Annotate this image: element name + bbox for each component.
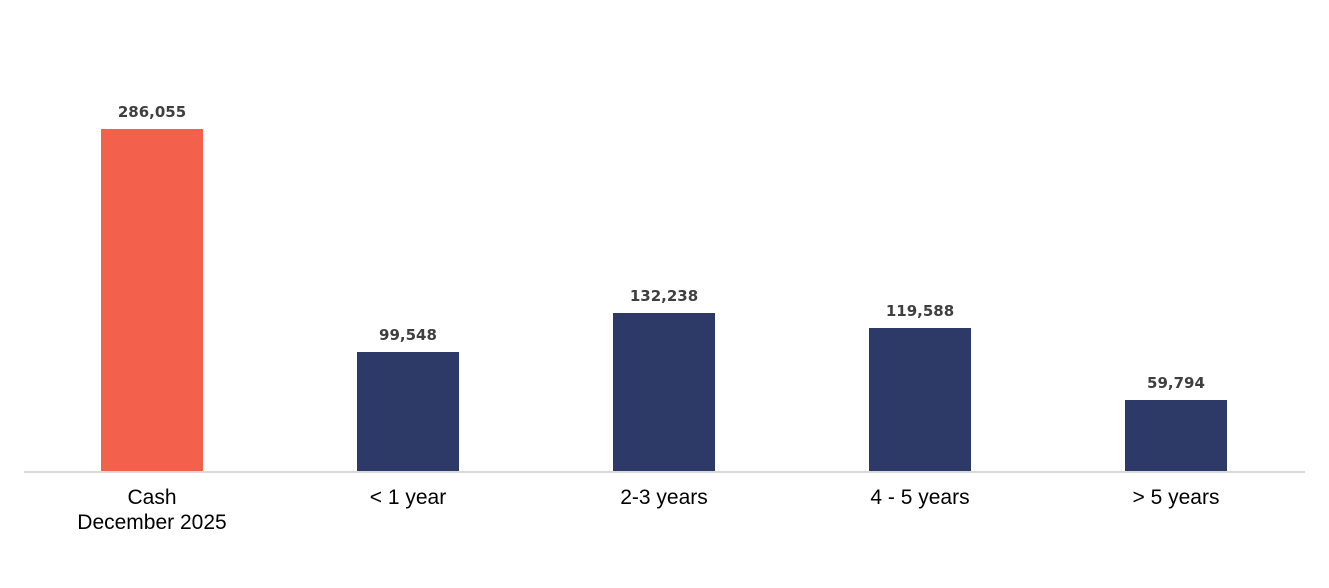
category-label: > 5 years <box>1132 486 1220 509</box>
plot-area: 286,055 99,548 132,238 119,588 59,794 <box>24 0 1304 471</box>
bar-group: 286,055 <box>24 103 280 471</box>
bar-group: 119,588 <box>792 302 1048 471</box>
bar-value-label: 132,238 <box>629 287 699 305</box>
bar <box>613 313 715 471</box>
category-label: 2-3 years <box>620 486 708 509</box>
bar-value-label: 119,588 <box>885 302 955 320</box>
category-labels-row: Cash December 2025 < 1 year 2-3 years 4 - 5… <box>24 485 1304 535</box>
bar <box>357 352 459 471</box>
category-label: < 1 year <box>369 486 447 509</box>
bar <box>1125 400 1227 471</box>
bar-group: 132,238 <box>536 287 792 471</box>
bar-value-label: 99,548 <box>379 326 437 344</box>
bar <box>869 328 971 471</box>
bar-group: 59,794 <box>1048 374 1304 471</box>
bar-value-label: 286,055 <box>117 103 187 121</box>
bar-value-label: 59,794 <box>1147 374 1205 392</box>
bar <box>101 129 203 471</box>
category-label: 4 - 5 years <box>870 486 970 509</box>
bar-group: 99,548 <box>280 326 536 471</box>
category-label: Cash December 2025 <box>77 486 227 534</box>
x-axis-line <box>24 471 1305 473</box>
